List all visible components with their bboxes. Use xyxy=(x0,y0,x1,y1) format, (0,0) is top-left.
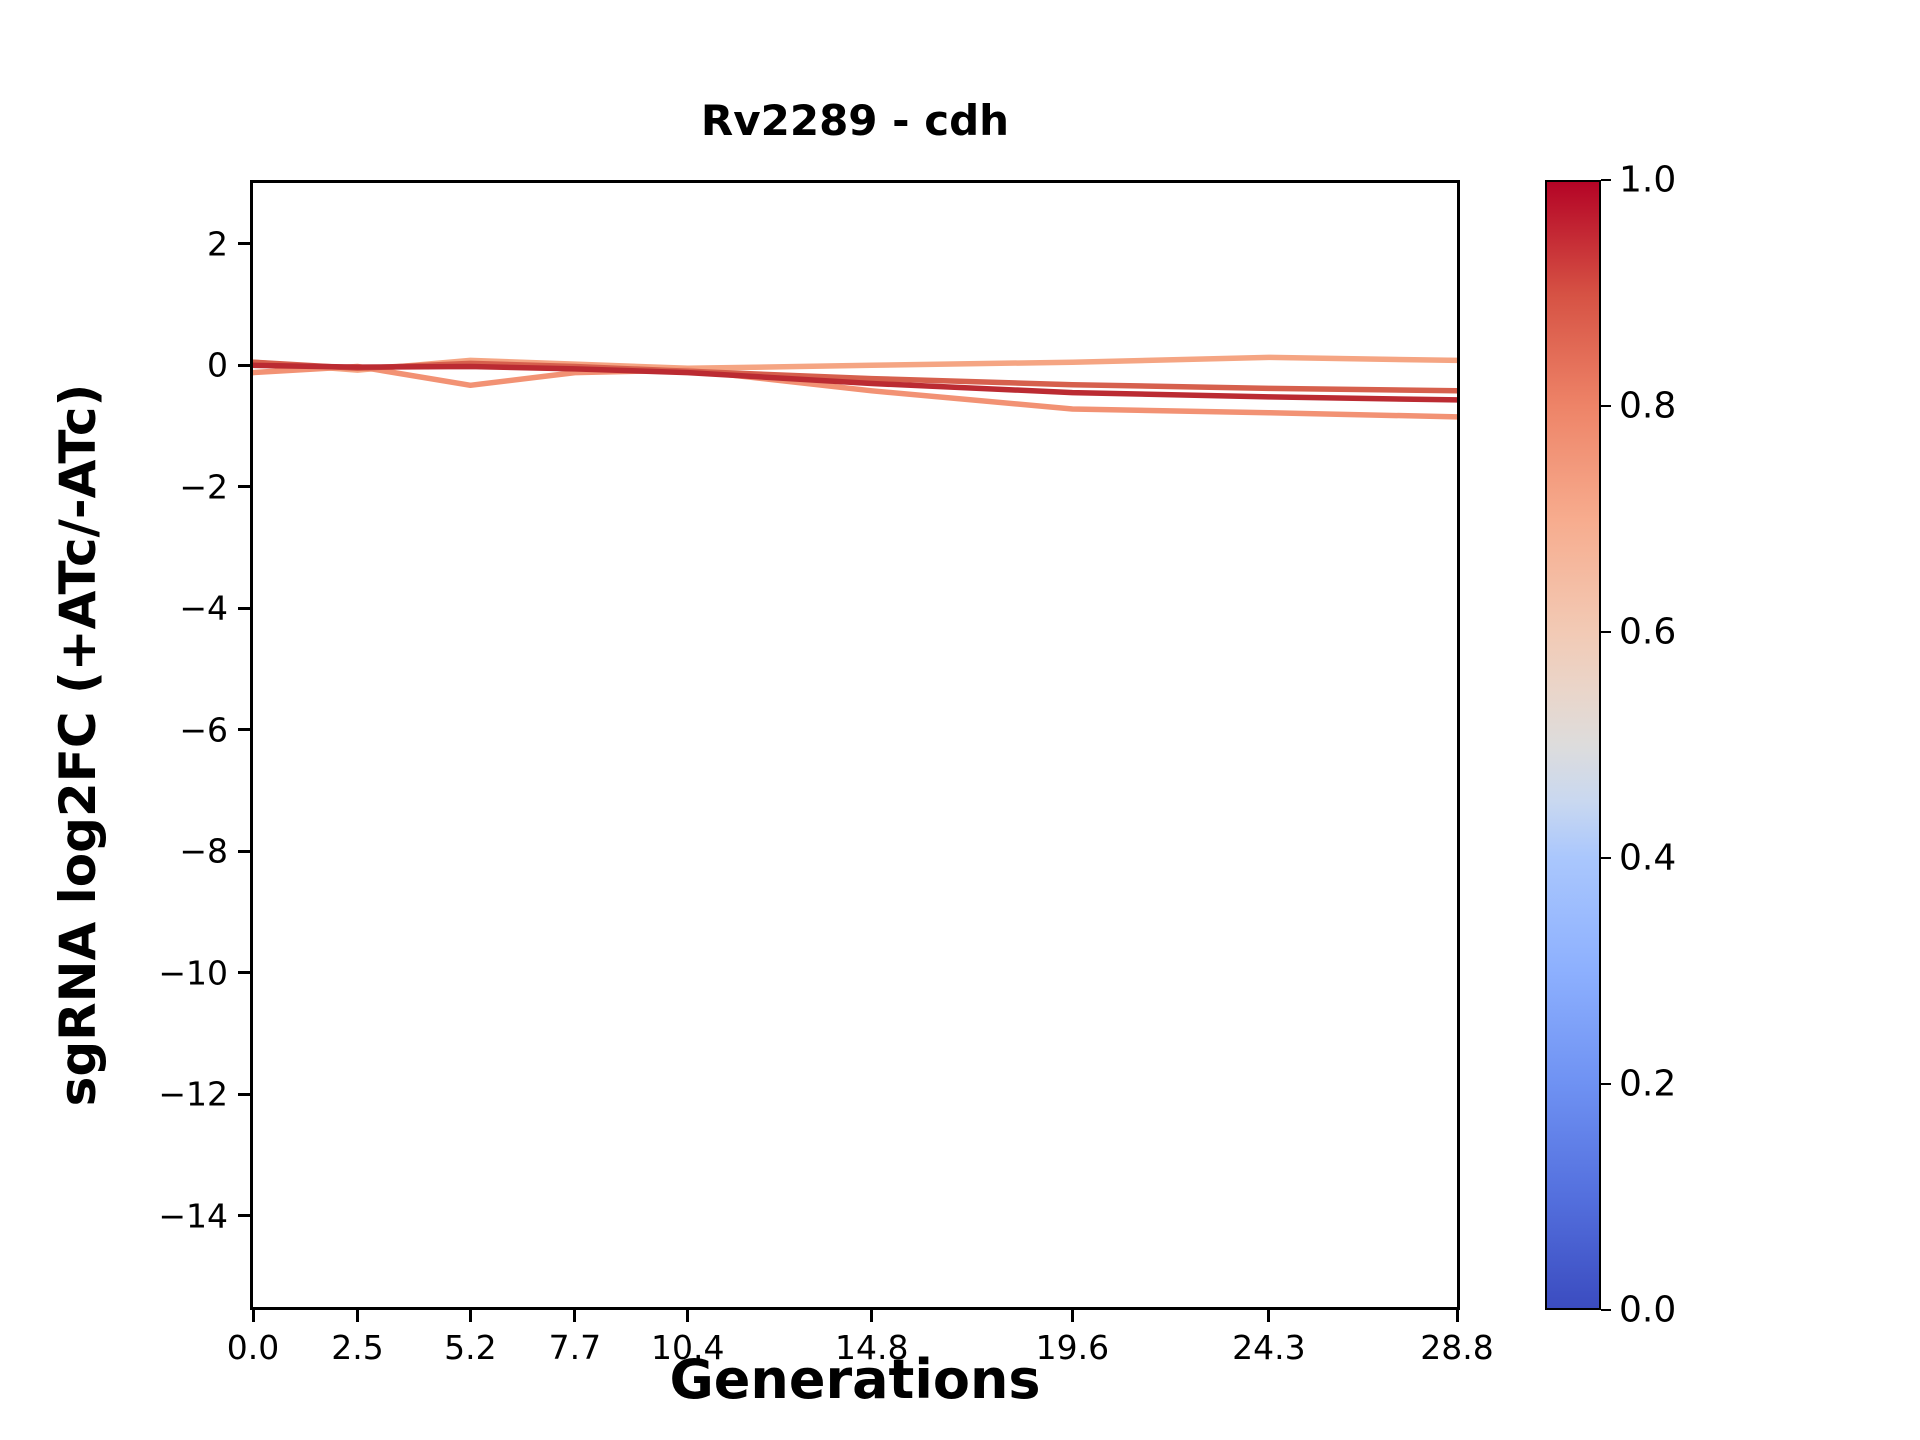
y-tick-mark xyxy=(238,363,250,367)
colorbar-tick-mark xyxy=(1601,856,1611,860)
x-tick-label: 14.8 xyxy=(834,1328,909,1367)
y-tick-mark xyxy=(238,728,250,732)
colorbar-tick-mark xyxy=(1601,1082,1611,1086)
y-tick-label: 2 xyxy=(207,224,228,264)
y-tick-mark xyxy=(238,1214,250,1218)
x-tick-mark xyxy=(468,1310,472,1322)
colorbar-tick-label: 0.2 xyxy=(1619,1063,1677,1105)
series-line-4 xyxy=(253,362,1457,403)
colorbar-tick-mark xyxy=(1601,630,1611,634)
plot-area xyxy=(250,180,1460,1310)
y-tick-mark xyxy=(238,971,250,975)
y-tick-label: −8 xyxy=(179,831,228,871)
x-tick-label: 7.7 xyxy=(548,1328,602,1367)
y-tick-mark xyxy=(238,485,250,489)
y-tick-label: −10 xyxy=(158,953,228,993)
x-tick-label: 0.0 xyxy=(226,1328,280,1367)
x-tick-label: 19.6 xyxy=(1035,1328,1110,1367)
x-tick-mark xyxy=(356,1310,359,1322)
chart-title: Rv2289 - cdh xyxy=(700,96,1010,145)
x-tick-label: 24.3 xyxy=(1232,1328,1306,1367)
x-tick-mark xyxy=(1455,1310,1459,1322)
line-series-canvas xyxy=(253,354,1457,420)
x-tick-mark xyxy=(1267,1310,1271,1322)
y-tick-label: −2 xyxy=(179,467,228,507)
y-tick-mark xyxy=(238,242,250,246)
x-tick-mark xyxy=(686,1310,690,1322)
y-tick-label: 0 xyxy=(207,345,228,385)
x-tick-mark xyxy=(573,1310,577,1322)
y-tick-mark xyxy=(238,606,250,610)
y-tick-mark xyxy=(238,1092,250,1096)
y-tick-label: −14 xyxy=(158,1196,228,1236)
x-tick-label: 28.8 xyxy=(1420,1328,1494,1367)
y-tick-label: −12 xyxy=(158,1074,228,1114)
y-tick-label: −4 xyxy=(179,588,228,628)
colorbar-tick-mark xyxy=(1601,404,1611,408)
y-tick-label: −6 xyxy=(179,710,228,750)
colorbar-tick-label: 0.6 xyxy=(1619,611,1677,653)
colorbar-tick-label: 0.8 xyxy=(1619,385,1677,427)
x-tick-label: 5.2 xyxy=(444,1328,497,1367)
x-tick-mark xyxy=(1070,1310,1074,1322)
series-line-2 xyxy=(253,363,1457,420)
colorbar-tick-label: 0.4 xyxy=(1619,837,1677,879)
x-tick-mark xyxy=(251,1310,255,1322)
colorbar-tick-mark xyxy=(1601,1308,1611,1312)
x-tick-mark xyxy=(870,1310,874,1322)
colorbar-tick-label: 0.0 xyxy=(1619,1289,1677,1331)
colorbar-tick-label: 1.0 xyxy=(1619,159,1677,201)
colorbar xyxy=(1545,180,1601,1310)
x-tick-label: 2.5 xyxy=(331,1328,384,1367)
x-tick-label: 10.4 xyxy=(651,1328,725,1367)
x-axis-label: Generations xyxy=(669,1348,1041,1411)
y-tick-mark xyxy=(238,849,250,853)
colorbar-tick-mark xyxy=(1601,178,1611,182)
